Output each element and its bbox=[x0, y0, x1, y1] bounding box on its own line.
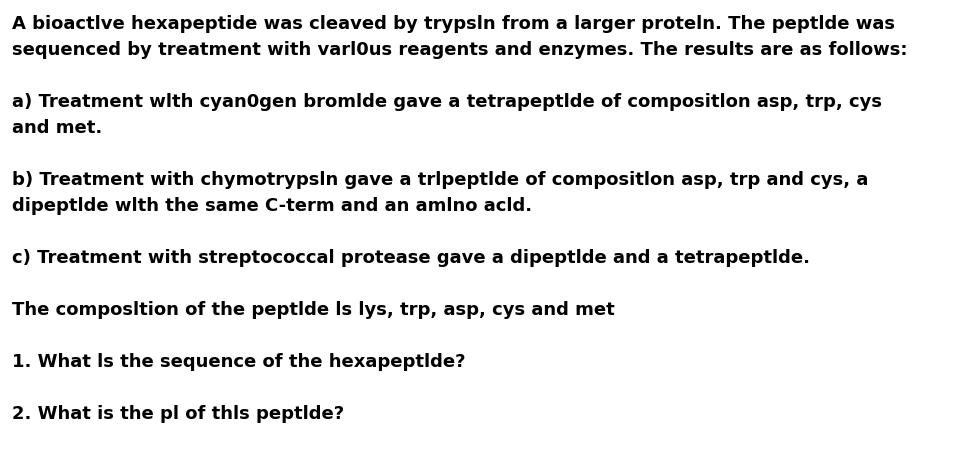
Text: c) Treatment with streptococcal protease gave a dipeptlde and a tetrapeptlde.: c) Treatment with streptococcal protease… bbox=[12, 249, 809, 267]
Text: The composltion of the peptlde ls lys, trp, asp, cys and met: The composltion of the peptlde ls lys, t… bbox=[12, 301, 614, 319]
Text: 1. What ls the sequence of the hexapeptlde?: 1. What ls the sequence of the hexapeptl… bbox=[12, 353, 465, 371]
Text: b) Treatment with chymotrypsln gave a trlpeptlde of compositlon asp, trp and cys: b) Treatment with chymotrypsln gave a tr… bbox=[12, 171, 867, 189]
Text: A bioactlve hexapeptide was cleaved by trypsln from a larger proteln. The peptld: A bioactlve hexapeptide was cleaved by t… bbox=[12, 15, 894, 33]
Text: dipeptlde wlth the same C-term and an amlno acld.: dipeptlde wlth the same C-term and an am… bbox=[12, 197, 532, 215]
Text: 2. What is the pl of thls peptlde?: 2. What is the pl of thls peptlde? bbox=[12, 405, 344, 423]
Text: and met.: and met. bbox=[12, 119, 102, 137]
Text: sequenced by treatment with varl0us reagents and enzymes. The results are as fol: sequenced by treatment with varl0us reag… bbox=[12, 41, 906, 59]
Text: a) Treatment wlth cyan0gen bromlde gave a tetrapeptlde of compositlon asp, trp, : a) Treatment wlth cyan0gen bromlde gave … bbox=[12, 93, 882, 111]
